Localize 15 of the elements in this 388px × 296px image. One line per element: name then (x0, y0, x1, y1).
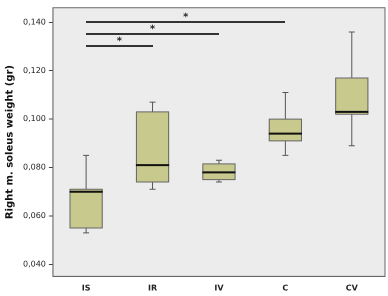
annotation: * (116, 36, 123, 47)
y-tick-label: 0,140 (22, 17, 46, 26)
x-tick-label: IR (148, 283, 158, 292)
x-tick-label: CV (346, 283, 359, 292)
y-tick-label: 0,060 (22, 210, 46, 220)
y-tick-label: 0,100 (22, 114, 46, 124)
annotation: * (148, 24, 156, 35)
y-axis-title: Right m. soleus weight (gr) (4, 65, 16, 220)
annotation: * (182, 12, 190, 23)
x-tick-label: C (282, 283, 288, 292)
y-tick-label: 0,080 (22, 162, 46, 172)
x-tick-label: IV (214, 283, 224, 292)
x-tick-label: IS (82, 283, 91, 292)
y-tick-label: 0,120 (22, 66, 46, 75)
y-tick-label: 0,040 (22, 259, 46, 268)
